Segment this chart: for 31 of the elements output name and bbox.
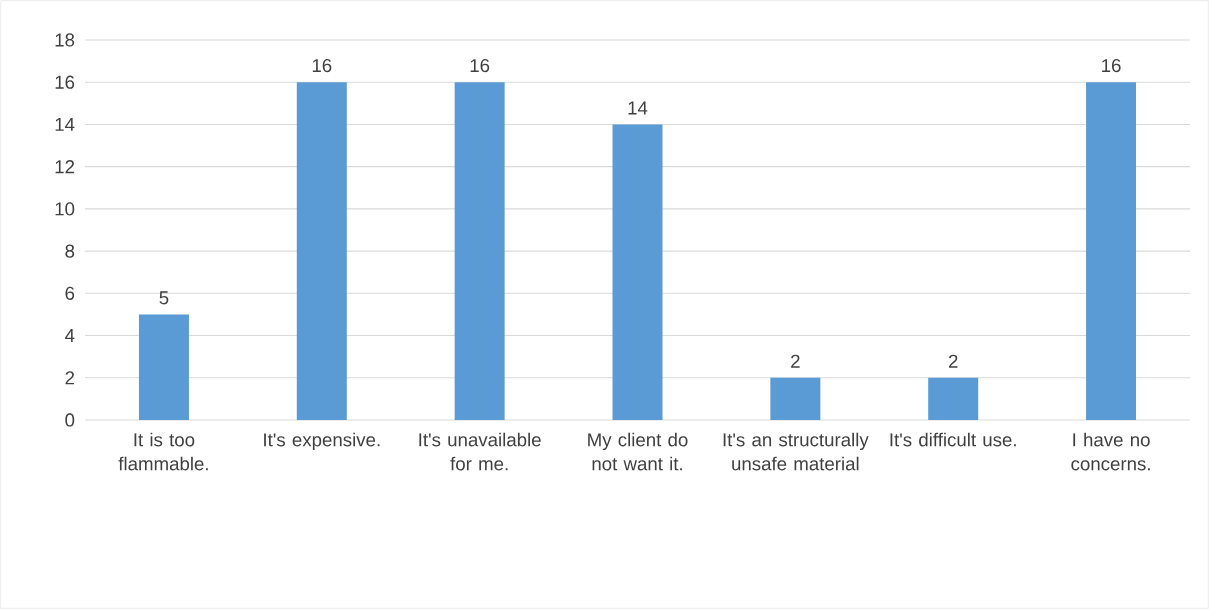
bar: [138, 314, 189, 420]
x-tick-label: It's expensive.: [264, 432, 380, 451]
x-tick-label: It is too flammable.: [118, 432, 208, 471]
data-label: 2: [791, 354, 800, 368]
x-tick-label: It's an structurally unsafe material: [723, 432, 869, 471]
y-tick-label: 6: [65, 286, 75, 300]
data-label: 16: [1102, 58, 1121, 73]
y-tick-label: 12: [55, 160, 75, 174]
bar: [928, 377, 979, 420]
y-tick-label: 10: [55, 202, 75, 216]
bar: [454, 82, 505, 420]
bar: [296, 82, 347, 420]
x-tick-label: I have no concerns.: [1071, 432, 1150, 471]
data-label: 14: [628, 101, 648, 115]
x-tick-label: It's unavailable for me.: [419, 432, 541, 471]
data-label: 2: [948, 354, 958, 368]
x-tick-label: It's difficult use.: [890, 432, 1016, 447]
bar: [612, 124, 663, 420]
y-tick-label: 18: [55, 33, 75, 47]
data-label: 16: [470, 58, 490, 73]
y-tick-label: 16: [55, 75, 75, 89]
x-tick-label: My client do not want it.: [588, 432, 688, 471]
y-tick-label: 4: [65, 329, 75, 342]
y-tick-label: 14: [55, 118, 75, 131]
bar: [1086, 82, 1137, 420]
y-tick-label: 8: [65, 244, 75, 258]
bar: [770, 377, 821, 420]
y-tick-label: 2: [65, 371, 75, 385]
y-tick-label: 0: [65, 413, 75, 427]
data-label: 5: [159, 291, 169, 305]
data-label: 16: [312, 58, 332, 73]
